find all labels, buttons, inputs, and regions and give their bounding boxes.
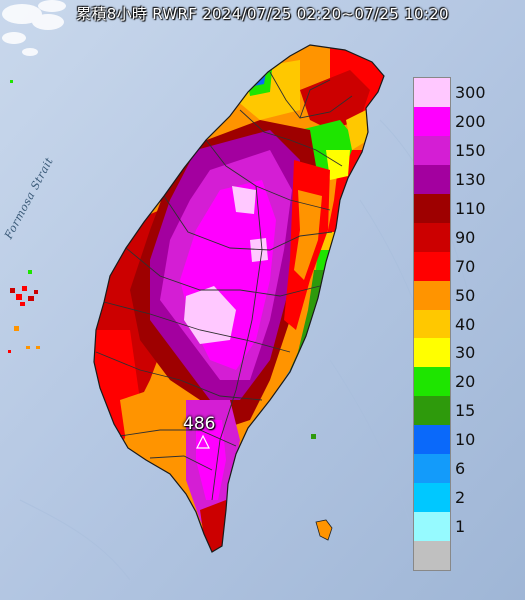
legend-label: 20	[455, 372, 476, 392]
legend-swatch	[414, 193, 450, 223]
legend-label: 200	[455, 111, 486, 131]
penghu-islands	[8, 80, 40, 353]
legend-swatch	[414, 541, 450, 570]
legend-swatch	[414, 425, 450, 455]
legend-swatch	[414, 483, 450, 513]
coastline	[93, 44, 385, 553]
legend-swatch	[414, 106, 450, 136]
legend-label: 50	[455, 285, 476, 305]
legend-swatch	[414, 222, 450, 252]
legend-label: 40	[455, 314, 476, 334]
legend-label: 70	[455, 256, 476, 276]
legend-swatch	[414, 367, 450, 397]
green-orchid-islands	[311, 434, 333, 541]
legend-label: 6	[455, 459, 466, 479]
legend-swatch	[414, 280, 450, 310]
county-borders	[95, 71, 353, 501]
legend-label: 150	[455, 140, 486, 160]
legend-swatch	[414, 135, 450, 165]
legend-labels: 300 200 150 130 110 90 70 50 40 30 20 15 10 6 2 1	[455, 77, 515, 569]
legend-label: 130	[455, 169, 486, 189]
legend-label: 90	[455, 227, 476, 247]
legend-label: 300	[455, 83, 486, 102]
legend-swatch	[414, 309, 450, 339]
legend-swatch	[414, 396, 450, 426]
legend-swatch	[414, 164, 450, 194]
legend-label: 15	[455, 401, 476, 421]
cloud-patches	[2, 0, 66, 56]
max-rainfall-value: 486	[183, 414, 216, 434]
legend-label: 30	[455, 343, 476, 363]
max-point-marker	[196, 434, 210, 449]
legend-label: 110	[455, 198, 486, 218]
legend-swatch	[414, 338, 450, 368]
seafloor-texture	[19, 119, 471, 581]
legend-color-bar	[413, 77, 451, 571]
legend-swatch	[414, 78, 450, 107]
legend-swatch	[414, 251, 450, 281]
legend-swatch	[414, 512, 450, 541]
legend-label: 1	[455, 517, 466, 537]
map-title: 累積8小時 RWRF 2024/07/25 02:20~07/25 10:20	[76, 5, 449, 23]
legend-label: 2	[455, 488, 466, 508]
legend-swatch	[414, 454, 450, 484]
legend-label: 10	[455, 430, 476, 450]
